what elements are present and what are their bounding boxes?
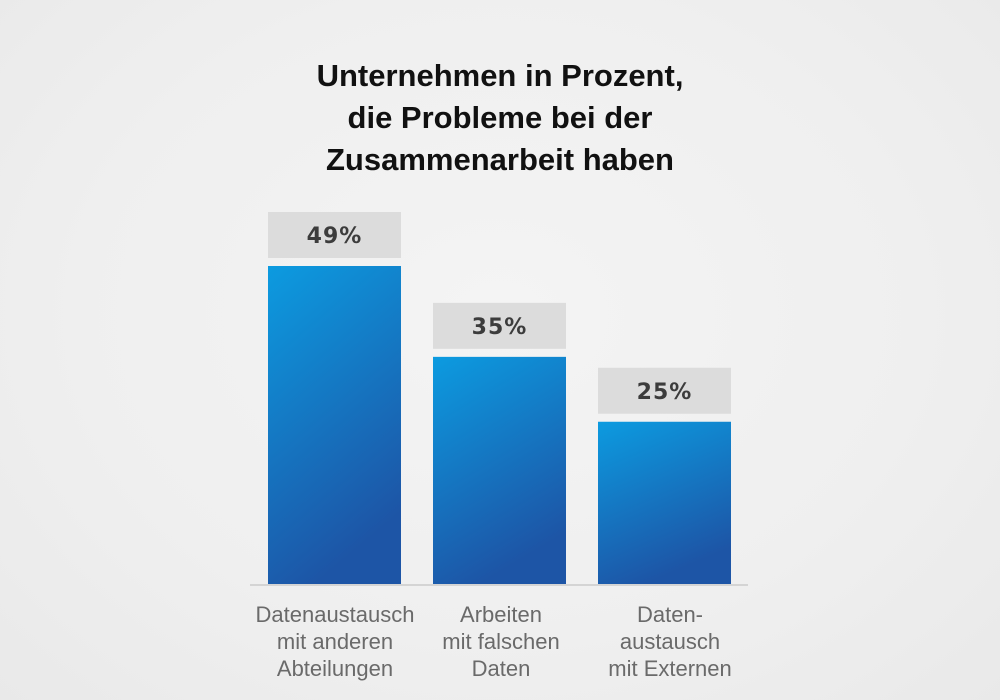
bar-2 bbox=[433, 356, 566, 584]
chart-title: Unternehmen in Prozent, die Probleme bei… bbox=[317, 58, 684, 177]
category-label-2-line-1: Arbeiten bbox=[460, 602, 542, 627]
value-label-1: 49% bbox=[307, 224, 363, 249]
value-label-3: 25% bbox=[637, 380, 693, 405]
chart-title-line-1: Unternehmen in Prozent, bbox=[317, 58, 684, 93]
category-label-1-line-3: Abteilungen bbox=[277, 656, 393, 681]
value-label-box-3 bbox=[598, 367, 731, 414]
category-label-1-line-1: Datenaustausch bbox=[256, 602, 415, 627]
category-label-3-line-3: mit Externen bbox=[608, 656, 732, 681]
category-label-1-line-2: mit anderen bbox=[277, 629, 393, 654]
bar-3 bbox=[598, 421, 731, 584]
category-label-3-line-1: Daten- bbox=[637, 602, 703, 627]
category-label-2-line-2: mit falschen bbox=[442, 629, 559, 654]
category-label-3-line-2: austausch bbox=[620, 629, 720, 654]
chart-title-line-3: Zusammenarbeit haben bbox=[326, 142, 674, 177]
category-label-2-line-3: Daten bbox=[472, 656, 531, 681]
chart-title-line-2: die Probleme bei der bbox=[348, 100, 653, 135]
bar-1 bbox=[268, 266, 401, 584]
value-label-box-2 bbox=[433, 302, 566, 349]
value-label-2: 35% bbox=[472, 315, 528, 340]
value-label-box-1 bbox=[268, 212, 401, 258]
